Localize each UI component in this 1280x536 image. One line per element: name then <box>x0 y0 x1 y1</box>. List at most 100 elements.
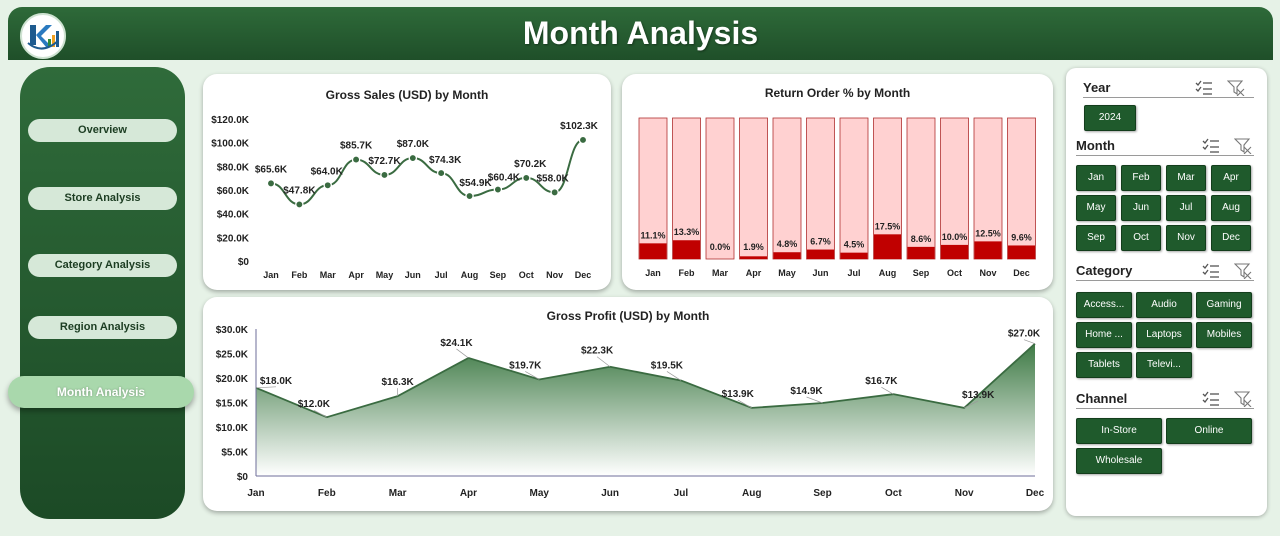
x-tick-label: Feb <box>678 268 695 278</box>
clear-filter-icon[interactable] <box>1226 80 1245 97</box>
return-data-label: 8.6% <box>911 234 932 244</box>
sales-data-label: $70.2K <box>514 159 547 170</box>
y-tick-label: $80.0K <box>217 162 250 173</box>
y-tick-label: $100.0K <box>211 139 250 150</box>
y-tick-label: $0 <box>237 472 249 483</box>
x-tick-label: Dec <box>1013 268 1030 278</box>
return-bar-fill <box>941 244 968 259</box>
nav-store-analysis-button[interactable]: Store Analysis <box>28 187 177 210</box>
return-data-label: 1.9% <box>743 242 764 252</box>
y-tick-label: $15.0K <box>216 399 249 410</box>
nav-month-analysis-button[interactable]: Month Analysis <box>8 376 194 408</box>
x-tick-label: Jun <box>405 270 421 280</box>
nav-category-analysis-button[interactable]: Category Analysis <box>28 254 177 277</box>
multi-select-icon[interactable] <box>1195 80 1213 96</box>
month-chip-jul[interactable]: Jul <box>1166 195 1206 221</box>
category-chip-laptops[interactable]: Laptops <box>1136 322 1192 348</box>
sales-point <box>465 191 474 201</box>
sales-point <box>493 185 503 194</box>
year-chip-2024[interactable]: 2024 <box>1084 105 1136 131</box>
profit-leader-line <box>1023 339 1036 345</box>
return-data-label: 11.1% <box>640 230 665 240</box>
channel-chip-in-store[interactable]: In-Store <box>1076 418 1162 444</box>
channel-chip-wholesale[interactable]: Wholesale <box>1076 448 1162 474</box>
month-chip-may[interactable]: May <box>1076 195 1116 221</box>
y-tick-label: $25.0K <box>216 350 249 361</box>
profit-data-label: $19.7K <box>509 360 542 371</box>
gross-sales-chart: $0 $20.0K $40.0K $60.0K $80.0K $100.0K $120.0K… <box>211 115 598 280</box>
month-chip-aug[interactable]: Aug <box>1211 195 1251 221</box>
category-chip-gaming[interactable]: Gaming <box>1196 292 1252 318</box>
sales-data-label: $87.0K <box>397 139 430 150</box>
y-tick-label: $0 <box>238 257 250 268</box>
category-chip-televi[interactable]: Televi... <box>1136 352 1192 378</box>
gross-sales-card: Gross Sales (USD) by Month $0 $20.0K $40.0… <box>203 74 611 290</box>
x-tick-label: Apr <box>460 488 477 499</box>
profit-leader-line <box>525 371 540 380</box>
month-chip-oct[interactable]: Oct <box>1121 225 1161 251</box>
x-tick-label: Jan <box>645 268 661 278</box>
return-bar-track <box>772 117 802 260</box>
return-bar-track <box>839 117 869 260</box>
x-tick-label: Mar <box>389 488 407 499</box>
category-chip-audio[interactable]: Audio <box>1136 292 1192 318</box>
x-tick-label: Dec <box>1026 488 1045 499</box>
category-chip-access[interactable]: Access... <box>1076 292 1132 318</box>
sales-data-label: $85.7K <box>340 141 373 152</box>
clear-filter-icon[interactable] <box>1233 263 1252 280</box>
channel-chip-online[interactable]: Online <box>1166 418 1252 444</box>
profit-data-label: $27.0K <box>1008 329 1041 340</box>
sales-point <box>351 155 361 164</box>
clear-filter-icon[interactable] <box>1233 391 1252 408</box>
x-tick-label: Jul <box>435 270 448 280</box>
y-tick-label: $20.0K <box>217 233 250 244</box>
return-bar-track <box>638 117 668 260</box>
category-chip-tablets[interactable]: Tablets <box>1076 352 1132 378</box>
month-slicer-header: Month <box>1076 138 1254 156</box>
nav-overview-button[interactable]: Overview <box>28 119 177 142</box>
profit-data-label: $12.0K <box>298 399 331 410</box>
month-chip-nov[interactable]: Nov <box>1166 225 1206 251</box>
category-chip-home[interactable]: Home ... <box>1076 322 1132 348</box>
sales-data-label: $65.6K <box>255 164 288 175</box>
x-tick-label: Apr <box>746 268 762 278</box>
return-bar-track <box>705 117 735 260</box>
clear-filter-icon[interactable] <box>1233 138 1252 155</box>
x-tick-label: May <box>530 488 550 499</box>
month-chip-jan[interactable]: Jan <box>1076 165 1116 191</box>
return-bar-fill <box>974 241 1002 259</box>
month-chip-jun[interactable]: Jun <box>1121 195 1161 221</box>
x-tick-label: Aug <box>879 268 897 278</box>
channel-slicer-header: Channel <box>1076 391 1254 409</box>
month-chip-dec[interactable]: Dec <box>1211 225 1251 251</box>
sales-data-label: $47.8K <box>283 185 316 196</box>
x-tick-label: Feb <box>318 488 336 499</box>
month-chip-feb[interactable]: Feb <box>1121 165 1161 191</box>
multi-select-icon[interactable] <box>1202 391 1220 407</box>
profit-data-label: $14.9K <box>790 386 823 397</box>
profit-data-label: $19.5K <box>651 360 684 371</box>
month-chip-mar[interactable]: Mar <box>1166 165 1206 191</box>
x-tick-label: Oct <box>885 488 902 499</box>
profit-leader-line <box>881 386 894 395</box>
x-tick-label: Mar <box>712 268 729 278</box>
return-data-label: 17.5% <box>875 221 901 231</box>
nav-region-analysis-button[interactable]: Region Analysis <box>28 316 177 339</box>
month-chip-apr[interactable]: Apr <box>1211 165 1251 191</box>
return-order-chart: 11.1% Jan 13.3% Feb 0.0% Mar 1.9% Apr 4.8% May 6.7… <box>638 117 1036 278</box>
return-bar-track <box>1007 117 1036 260</box>
sales-point <box>408 153 418 163</box>
x-tick-label: Jul <box>674 488 689 499</box>
return-data-label: 12.5% <box>975 228 1001 238</box>
return-bar-fill <box>1008 245 1035 259</box>
multi-select-icon[interactable] <box>1202 263 1220 279</box>
return-data-label: 9.6% <box>1011 232 1032 242</box>
sales-data-label: $74.3K <box>429 155 462 166</box>
y-tick-label: $5.0K <box>221 448 248 459</box>
x-tick-label: Jun <box>812 268 828 278</box>
category-chip-mobiles[interactable]: Mobiles <box>1196 322 1252 348</box>
x-tick-label: Feb <box>291 270 308 280</box>
multi-select-icon[interactable] <box>1202 138 1220 154</box>
month-chip-sep[interactable]: Sep <box>1076 225 1116 251</box>
page-title: Month Analysis <box>522 15 759 51</box>
